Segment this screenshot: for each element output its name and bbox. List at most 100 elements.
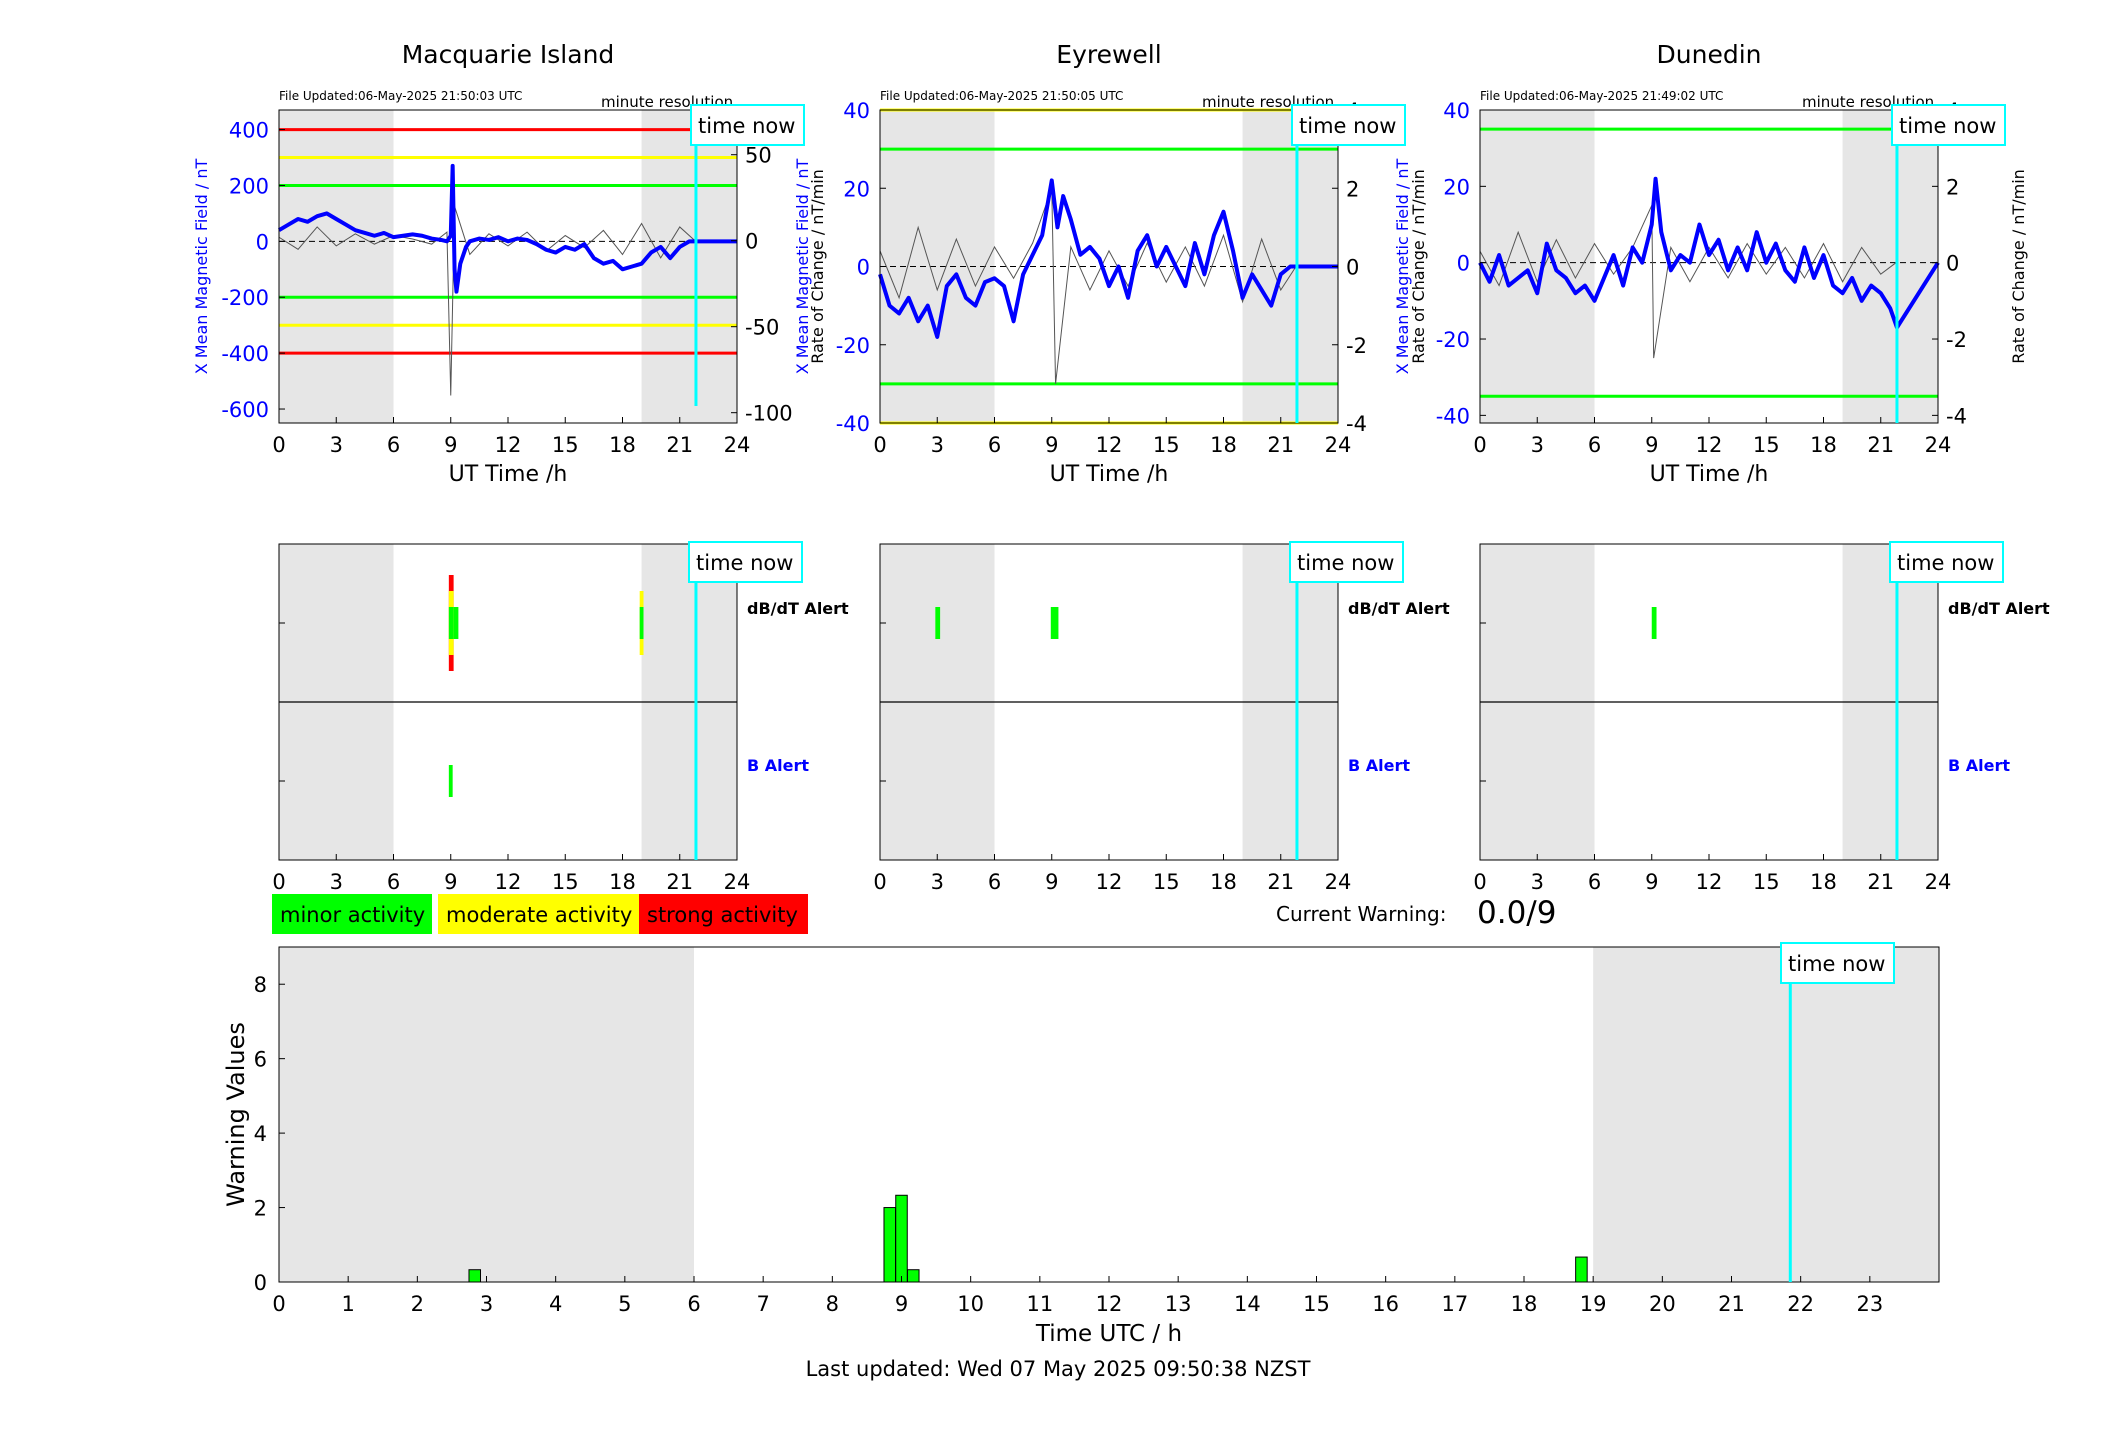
station3-night-shade <box>1480 110 1595 423</box>
warning-x-tick-label: 18 <box>1511 1292 1538 1316</box>
station1-y-tick-label-left: 0 <box>256 230 269 254</box>
alert2-x-tick-label: 21 <box>1267 870 1294 894</box>
station2-x-mean-field-line <box>878 178 1338 339</box>
alert2-x-tick-label: 15 <box>1153 870 1180 894</box>
alert1-time-now-label: time now <box>696 551 793 575</box>
warning-x-tick-label: 13 <box>1165 1292 1192 1316</box>
station3-x-tick-label: 3 <box>1531 433 1544 457</box>
station2-title: Eyrewell <box>1056 40 1161 69</box>
alert2-time-now-label: time now <box>1297 551 1394 575</box>
warning-time-now-box <box>1780 942 1895 984</box>
warning-y-tick-label: 8 <box>254 973 267 997</box>
station2-rate-of-change-line <box>879 188 1297 384</box>
station1-night-shade <box>641 110 737 423</box>
station2-time-now-label: time now <box>1299 114 1396 138</box>
warning-x-tick-label: 23 <box>1856 1292 1883 1316</box>
alert1-x-tick-label: 6 <box>387 870 400 894</box>
warning-x-tick-label: 5 <box>618 1292 631 1316</box>
warning-ylabel: Warning Values <box>222 1022 250 1207</box>
station3-y-tick-label-left: 0 <box>1457 252 1470 276</box>
station1-rate-of-change-line <box>278 206 696 396</box>
warning-y-tick-label: 6 <box>254 1048 267 1072</box>
alert1-x-tick-label: 12 <box>495 870 522 894</box>
alert1-x-tick-label: 24 <box>724 870 751 894</box>
station2-ylabel-right: Rate of Change / nT/min <box>1409 169 1428 364</box>
alert1-x-tick-label: 0 <box>272 870 285 894</box>
station2-y-tick-label-right: -2 <box>1346 334 1367 358</box>
warning-bar <box>1575 1256 1588 1283</box>
station2-y-tick-label-right: -4 <box>1346 412 1367 436</box>
station2-xlabel: UT Time /h <box>1050 462 1169 487</box>
alert1-b-event-minor <box>448 765 453 797</box>
warning-x-tick-label: 8 <box>826 1292 839 1316</box>
station1-file-updated: File Updated:06-May-2025 21:50:03 UTC <box>279 89 522 103</box>
alert3-x-tick-label: 15 <box>1753 870 1780 894</box>
warning-x-tick-label: 7 <box>756 1292 769 1316</box>
station1-xlabel: UT Time /h <box>449 462 568 487</box>
station2-y-tick-label-left: 20 <box>843 177 870 201</box>
station3-file-updated: File Updated:06-May-2025 21:49:02 UTC <box>1480 89 1723 103</box>
station2-file-updated: File Updated:06-May-2025 21:50:05 UTC <box>880 89 1123 103</box>
station1-y-tick-label-right: 0 <box>745 230 758 254</box>
warning-x-tick-label: 9 <box>895 1292 908 1316</box>
station3-y-tick-label-left: -40 <box>1436 404 1470 428</box>
station3-y-tick-label-left: 20 <box>1443 175 1470 199</box>
station1-ylabel-right: Rate of Change / nT/min <box>808 169 827 364</box>
station1-x-mean-field-line <box>277 163 737 294</box>
alert2-x-tick-label: 12 <box>1096 870 1123 894</box>
warning-x-tick-label: 0 <box>272 1292 285 1316</box>
alert1-x-tick-label: 9 <box>444 870 457 894</box>
station3-y-tick-label-left: 40 <box>1443 99 1470 123</box>
station3-title: Dunedin <box>1657 40 1762 69</box>
warning-x-tick-label: 20 <box>1649 1292 1676 1316</box>
alert3-x-tick-label: 18 <box>1810 870 1837 894</box>
station1-x-tick-label: 3 <box>330 433 343 457</box>
warning-y-tick-label: 4 <box>254 1122 267 1146</box>
station3-y-tick-label-right: -4 <box>1946 404 1967 428</box>
station3-x-mean-field-line <box>1478 176 1940 330</box>
alert2-x-tick-label: 18 <box>1210 870 1237 894</box>
current-warning-value: 0.0/9 <box>1477 895 1556 931</box>
alert2-x-tick-label: 24 <box>1325 870 1352 894</box>
alert3-x-tick-label: 3 <box>1531 870 1544 894</box>
alert3-time-now-label: time now <box>1897 551 1994 575</box>
station2-y-tick-label-right: 2 <box>1346 177 1359 201</box>
station3-x-tick-label: 6 <box>1588 433 1601 457</box>
warning-x-tick-label: 11 <box>1026 1292 1053 1316</box>
warning-bar <box>468 1269 482 1283</box>
station3-y-tick-label-right: -2 <box>1946 328 1967 352</box>
legend-moderate-label: moderate activity <box>446 903 632 927</box>
station1-x-tick-label: 0 <box>272 433 285 457</box>
current-warning-label: Current Warning: <box>1276 902 1446 926</box>
station2-y-tick-label-right: 0 <box>1346 256 1359 280</box>
station3-rate-of-change-line <box>1479 205 1897 359</box>
station3-x-tick-label: 0 <box>1473 433 1486 457</box>
station1-time-now-label: time now <box>698 114 795 138</box>
station2-y-tick-label-left: -20 <box>836 334 870 358</box>
station1-x-tick-label: 24 <box>724 433 751 457</box>
alert2-dbdt-event-minor <box>935 607 941 639</box>
legend-moderate-swatch <box>438 894 639 934</box>
warning-bar <box>883 1207 897 1283</box>
station2-x-tick-label: 15 <box>1153 433 1180 457</box>
station1-y-tick-label-right: -100 <box>745 402 793 426</box>
warning-bar <box>906 1269 920 1283</box>
station2-x-tick-label: 0 <box>873 433 886 457</box>
alert3-dbdt-label: dB/dT Alert <box>1948 599 2050 618</box>
station2-ylabel-left: X Mean Magnetic Field / nT <box>793 159 812 375</box>
alert2-dbdt-event-minor <box>1050 607 1059 639</box>
station2-x-tick-label: 3 <box>931 433 944 457</box>
station1-time-now-box <box>690 104 805 146</box>
station1-x-tick-label: 9 <box>444 433 457 457</box>
alert2-time-now-box <box>1289 541 1404 583</box>
alert2-x-tick-label: 9 <box>1045 870 1058 894</box>
station1-x-tick-label: 15 <box>552 433 579 457</box>
alert2-x-tick-label: 0 <box>873 870 886 894</box>
alert2-x-tick-label: 6 <box>988 870 1001 894</box>
station2-x-tick-label: 12 <box>1096 433 1123 457</box>
legend-strong-label: strong activity <box>647 903 798 927</box>
alert3-x-tick-label: 21 <box>1867 870 1894 894</box>
legend-strong-swatch <box>639 894 808 934</box>
warning-x-tick-label: 22 <box>1787 1292 1814 1316</box>
